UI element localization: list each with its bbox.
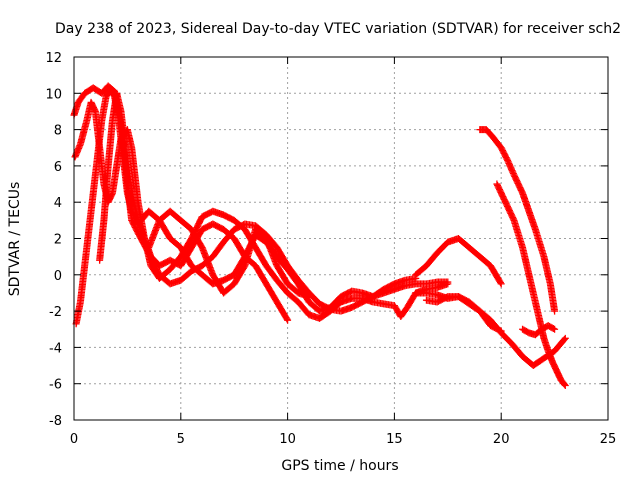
data-point <box>549 325 557 333</box>
y-tick-label: -8 <box>49 414 62 429</box>
x-tick-label: 20 <box>493 432 510 447</box>
y-tick-label: 0 <box>54 269 62 284</box>
y-tick-label: 10 <box>45 87 62 102</box>
data-point <box>283 315 291 323</box>
series-track-2 <box>71 98 452 322</box>
y-tick-label: 8 <box>54 124 62 139</box>
series-track-10 <box>493 180 569 390</box>
y-tick-label: 6 <box>54 160 62 175</box>
x-tick-label: 15 <box>386 432 403 447</box>
series-track-9 <box>476 126 559 315</box>
series-track-8 <box>422 293 505 335</box>
y-tick-label: 4 <box>54 196 62 211</box>
series-track-11 <box>519 322 559 339</box>
y-tick-label: 12 <box>45 51 62 66</box>
x-tick-label: 0 <box>70 432 78 447</box>
data-point <box>551 325 559 333</box>
data-point <box>560 380 568 388</box>
x-tick-label: 5 <box>177 432 185 447</box>
data-point <box>497 280 505 288</box>
data-series <box>70 82 569 390</box>
y-tick-label: -2 <box>49 305 62 320</box>
y-tick-label: -6 <box>49 378 62 393</box>
data-point <box>496 326 504 334</box>
x-axis-label: GPS time / hours <box>281 458 398 474</box>
series-track-4 <box>96 89 292 324</box>
data-point <box>305 293 313 301</box>
data-point <box>496 279 504 287</box>
data-point <box>497 327 505 335</box>
y-tick-label: -4 <box>49 341 62 356</box>
x-tick-label: 10 <box>279 432 296 447</box>
data-point <box>444 280 452 288</box>
axis-ticks: 0 5 10 15 20 25 -8 -6 -4 -2 0 2 4 6 8 10 12 <box>45 51 616 447</box>
data-point <box>551 307 559 315</box>
data-point <box>560 335 568 343</box>
chart-title: Day 238 of 2023, Sidereal Day-to-day VTE… <box>55 21 621 37</box>
x-tick-label: 25 <box>600 432 617 447</box>
data-point <box>284 316 292 324</box>
series-track-6 <box>412 235 505 288</box>
series-track-5 <box>145 207 313 301</box>
y-axis-label: SDTVAR / TECUs <box>7 182 23 297</box>
y-tick-label: 2 <box>54 233 62 248</box>
data-point <box>561 382 569 390</box>
data-point <box>561 334 569 342</box>
